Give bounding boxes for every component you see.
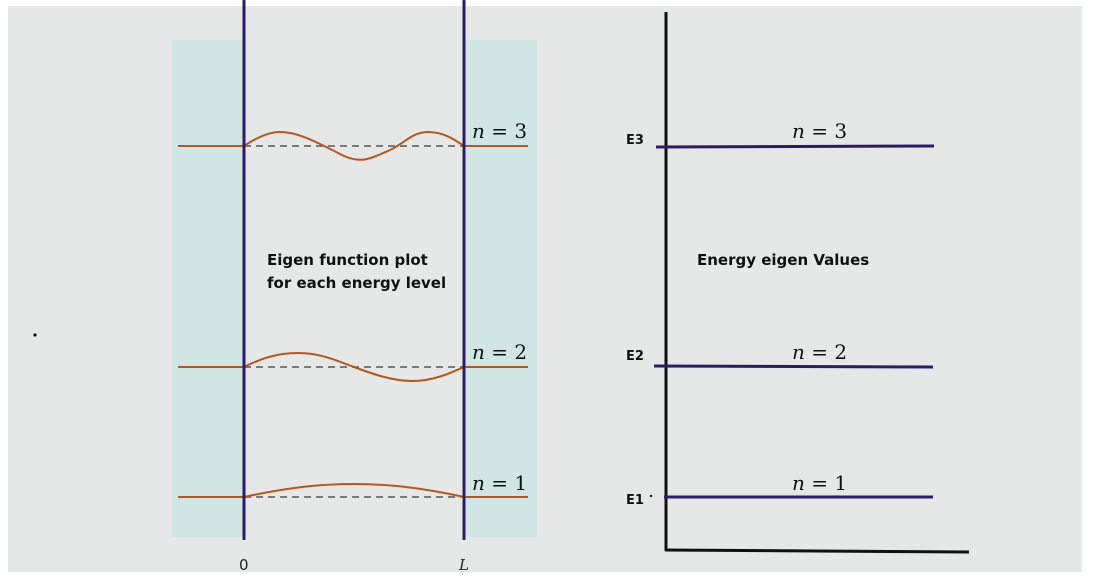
wavefunction-curve (243, 130, 465, 161)
energy-level-line (653, 364, 934, 369)
energy-caption: Energy eigen Values (697, 251, 869, 269)
energy-n-label: n = 3 (792, 119, 847, 143)
energy-level-name: E2 (626, 349, 644, 364)
wavefunction-curve (243, 351, 465, 383)
well-outside-region-left (172, 40, 244, 537)
wavefunction-curve (243, 482, 465, 498)
eigenfunction-level-3: n = 3 (178, 119, 528, 161)
energy-n-label: n = 1 (792, 471, 847, 495)
eigenfunction-panel: n = 3 n = 2 n = 1 Eigen function plot fo… (172, 0, 537, 574)
stray-dot (33, 333, 37, 337)
tick-dot (649, 494, 653, 498)
eigenfunction-level-2: n = 2 (178, 340, 528, 383)
energy-level-name: E1 (626, 493, 644, 508)
well-left-label: 0 (239, 556, 249, 574)
eigenfunction-caption-line-2: for each energy level (267, 274, 446, 292)
eigenfunction-level-1: n = 1 (178, 471, 528, 498)
level-label-n3: n = 3 (472, 119, 527, 143)
energy-axis-horizontal (664, 548, 970, 554)
energy-level-name: E3 (626, 133, 644, 148)
well-right-label: L (458, 556, 469, 574)
level-label-n2: n = 2 (472, 340, 527, 364)
background-panel (8, 6, 1082, 572)
well-outside-region-right (464, 40, 537, 537)
energy-level-line (655, 144, 935, 149)
energy-level-2: E2 n = 2 (626, 340, 934, 369)
energy-panel: E3 n = 3 E2 n = 2 E1 n = 1 Energy eigen … (626, 12, 970, 554)
eigenfunction-caption-line-1: Eigen function plot (267, 251, 428, 269)
energy-level-3: E3 n = 3 (626, 119, 935, 149)
level-label-n1: n = 1 (472, 471, 527, 495)
energy-n-label: n = 2 (792, 340, 847, 364)
energy-level-1: E1 n = 1 (626, 471, 933, 508)
